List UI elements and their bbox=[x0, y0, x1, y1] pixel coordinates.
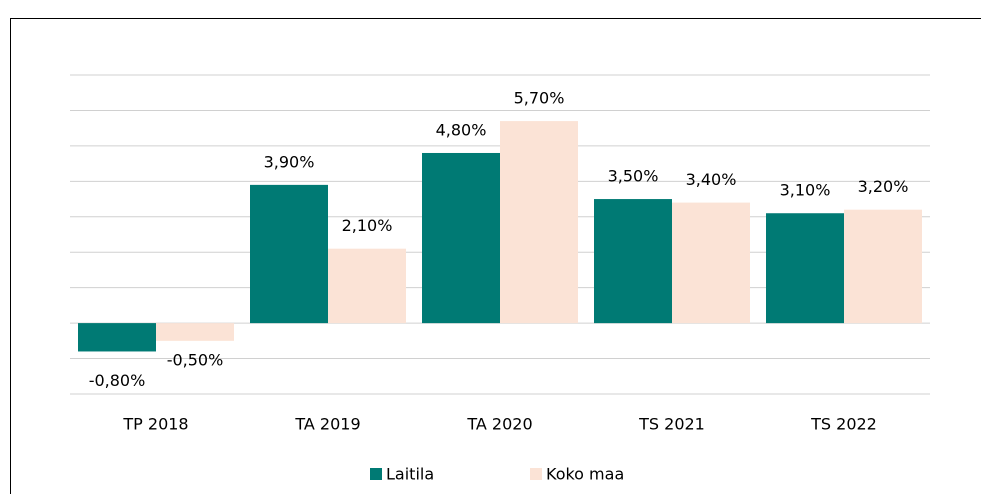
legend-label: Laitila bbox=[386, 465, 434, 484]
bar bbox=[766, 213, 844, 324]
data-label: 3,20% bbox=[858, 177, 909, 196]
x-tick-label: TS 2022 bbox=[810, 415, 877, 434]
data-label: 4,80% bbox=[436, 120, 487, 139]
x-tick-label: TP 2018 bbox=[122, 415, 188, 434]
data-label: 5,70% bbox=[514, 89, 565, 108]
bar bbox=[78, 323, 156, 352]
x-tick-label: TA 2019 bbox=[294, 415, 360, 434]
x-tick-label: TA 2020 bbox=[466, 415, 532, 434]
legend-swatch bbox=[530, 468, 542, 480]
bar bbox=[672, 202, 750, 324]
bar bbox=[156, 323, 234, 341]
bar bbox=[500, 121, 578, 324]
bar bbox=[328, 248, 406, 324]
data-label: -0,50% bbox=[167, 350, 224, 369]
data-label: 3,10% bbox=[780, 181, 831, 200]
bar bbox=[422, 152, 500, 324]
data-label: 3,50% bbox=[608, 167, 659, 186]
bar bbox=[250, 184, 328, 324]
legend-label: Koko maa bbox=[546, 465, 624, 484]
bar bbox=[594, 199, 672, 324]
data-label: 3,40% bbox=[686, 170, 737, 189]
data-label: 2,10% bbox=[342, 216, 393, 235]
data-label: -0,80% bbox=[89, 371, 146, 390]
data-label: 3,90% bbox=[264, 152, 315, 171]
chart-frame bbox=[10, 18, 981, 494]
legend-swatch bbox=[370, 468, 382, 480]
x-tick-label: TS 2021 bbox=[638, 415, 705, 434]
bar bbox=[844, 209, 922, 324]
